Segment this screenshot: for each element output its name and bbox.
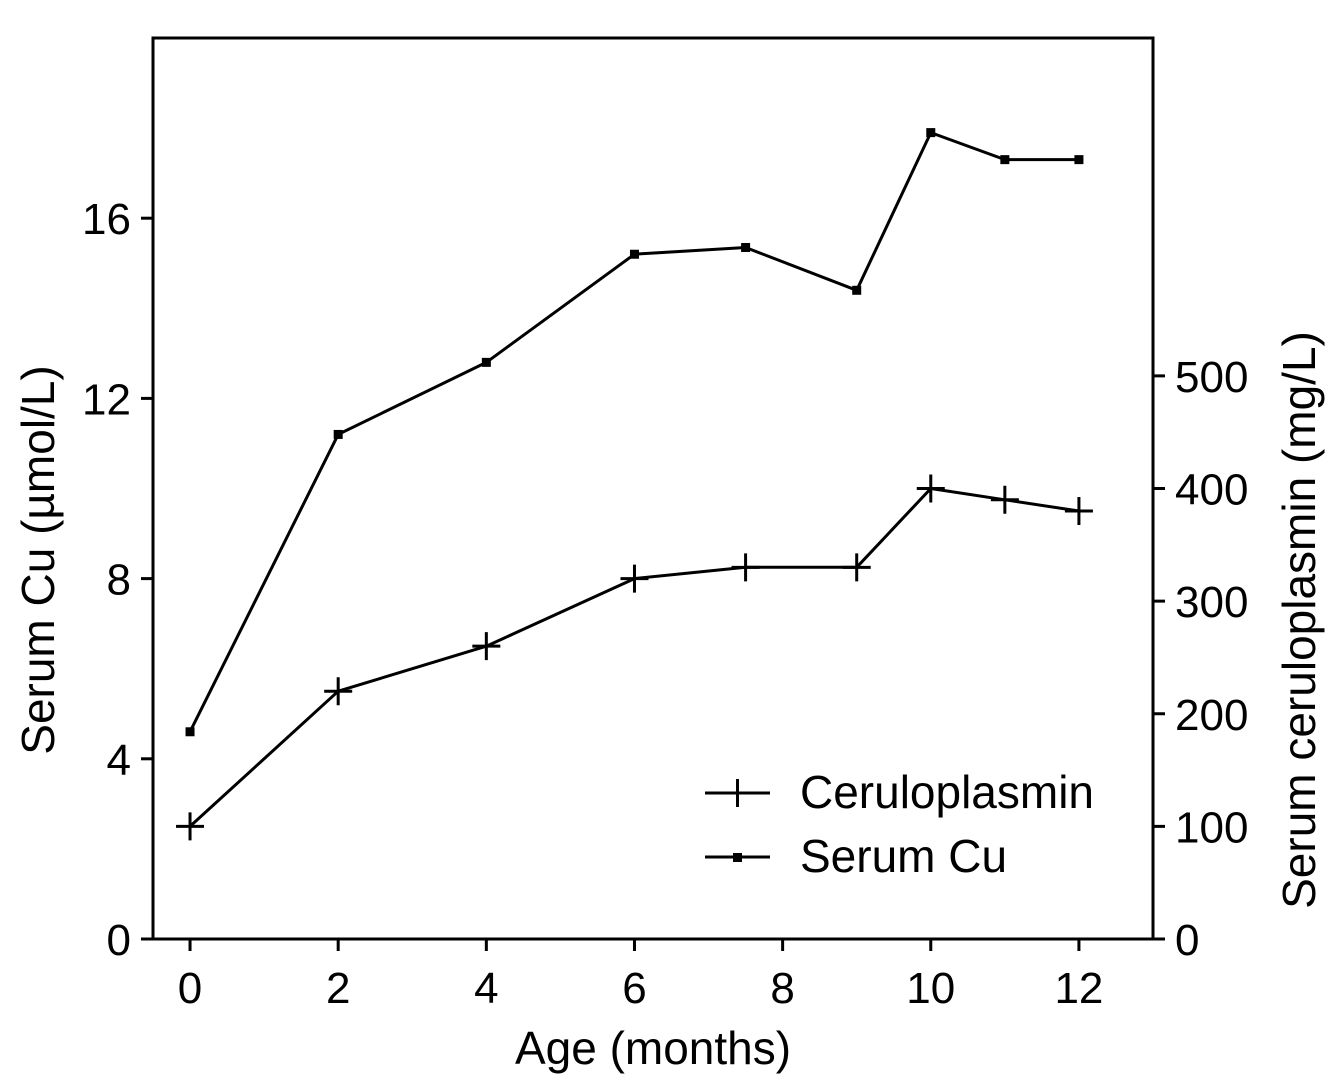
left-y-tick-label: 4: [107, 736, 131, 785]
right-y-tick-label: 300: [1175, 578, 1248, 627]
right-y-tick-label: 100: [1175, 803, 1248, 852]
left-y-axis: 0 4 8 12 16: [82, 195, 153, 965]
data-point-ceruloplasmin: [472, 632, 501, 661]
data-point-serum-cu: [629, 249, 639, 259]
x-tick-label: 4: [474, 964, 498, 1013]
x-tick-label: 10: [906, 964, 955, 1013]
legend-serum-cu-label: Serum Cu: [800, 830, 1007, 882]
right-y-axis: 0 100 200 300 400 500: [1153, 353, 1248, 965]
data-point-serum-cu: [741, 242, 751, 252]
x-axis: 0 2 4 6 8 10 12: [178, 939, 1103, 1013]
left-y-tick-label: 16: [82, 195, 131, 244]
x-tick-label: 6: [622, 964, 646, 1013]
series-layer: [176, 128, 1093, 841]
legend-ceruloplasmin-label: Ceruloplasmin: [800, 766, 1094, 818]
data-point-ceruloplasmin: [990, 485, 1019, 514]
x-tick-label: 0: [178, 964, 202, 1013]
data-point-ceruloplasmin: [176, 812, 205, 841]
data-point-serum-cu: [333, 429, 343, 439]
series-line-serum-cu: [188, 131, 1079, 733]
right-y-axis-title: Serum ceruloplasmin (mg/L): [1273, 331, 1325, 909]
left-y-tick-label: 0: [107, 916, 131, 965]
right-y-tick-label: 400: [1175, 466, 1248, 515]
x-tick-label: 8: [770, 964, 794, 1013]
left-y-axis-title: Serum Cu (µmol/L): [12, 365, 64, 754]
data-point-ceruloplasmin: [731, 553, 760, 582]
data-point-serum-cu: [1074, 155, 1084, 165]
left-y-tick-label: 8: [107, 556, 131, 605]
right-y-tick-label: 200: [1175, 691, 1248, 740]
data-point-ceruloplasmin: [1064, 497, 1093, 526]
right-y-tick-label: 0: [1175, 916, 1199, 965]
data-point-serum-cu: [926, 128, 936, 138]
data-point-serum-cu: [185, 727, 195, 737]
legend: Ceruloplasmin Serum Cu: [705, 766, 1094, 882]
legend-ceruloplasmin-marker: [723, 779, 752, 807]
right-y-tick-label: 500: [1175, 353, 1248, 402]
x-axis-title: Age (months): [515, 1022, 791, 1074]
data-point-serum-cu: [481, 357, 491, 367]
data-point-serum-cu: [852, 285, 862, 295]
left-y-tick-label: 12: [82, 375, 131, 424]
data-point-ceruloplasmin: [916, 474, 945, 503]
legend-serum-cu-marker: [733, 853, 742, 862]
data-point-ceruloplasmin: [842, 553, 871, 582]
data-point-ceruloplasmin: [620, 564, 649, 593]
data-point-ceruloplasmin: [324, 677, 353, 706]
data-point-serum-cu: [1000, 155, 1010, 165]
x-tick-label: 12: [1054, 964, 1103, 1013]
x-tick-label: 2: [326, 964, 350, 1013]
